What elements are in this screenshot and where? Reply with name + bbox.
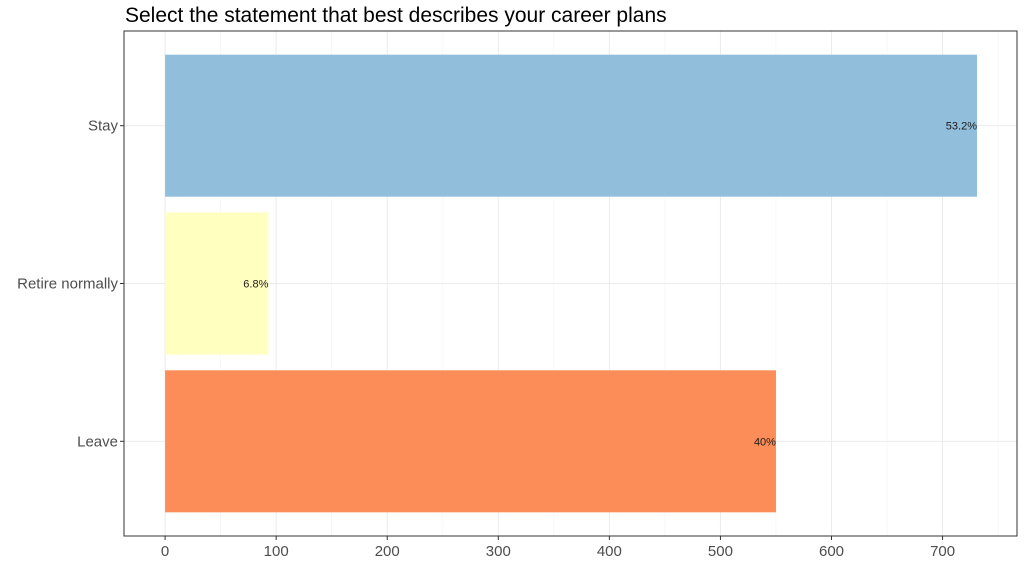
bar-leave (165, 370, 776, 513)
axes: 0 100 200 300 400 500 600 700 Leave Retire normal… (17, 118, 955, 560)
data-label: 53.2% (946, 121, 977, 133)
x-tick-label: 500 (708, 543, 733, 560)
y-tick-label: Leave (77, 433, 118, 450)
x-tick-label: 600 (819, 543, 844, 560)
x-tick-label: 400 (597, 543, 622, 560)
data-label: 6.8% (243, 279, 268, 291)
data-label: 40% (754, 436, 776, 448)
x-tick-label: 100 (264, 543, 289, 560)
y-tick-label: Retire normally (17, 276, 118, 293)
data-labels: 40% 6.8% 53.2% (243, 121, 977, 449)
x-tick-label: 200 (375, 543, 400, 560)
y-tick-label: Stay (88, 118, 119, 135)
x-tick-label: 700 (930, 543, 955, 560)
bars (165, 54, 978, 513)
x-tick-label: 300 (486, 543, 511, 560)
bar-retire-normally (165, 212, 269, 355)
bar-stay (165, 54, 978, 197)
chart-title: Select the statement that best describes… (125, 4, 667, 27)
x-tick-label: 0 (161, 543, 169, 560)
